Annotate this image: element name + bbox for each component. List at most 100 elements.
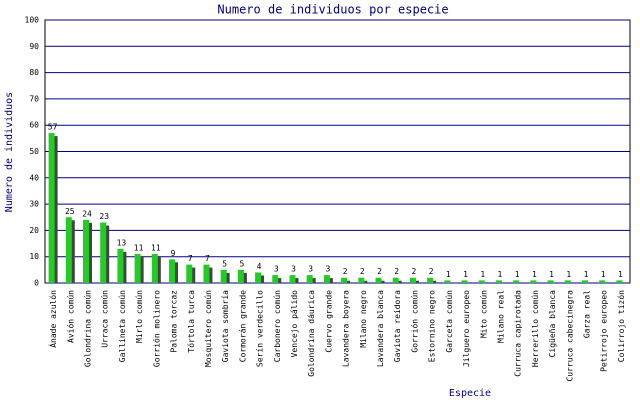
bar bbox=[530, 280, 537, 283]
value-label: 57 bbox=[48, 123, 58, 132]
bar-shadow bbox=[396, 280, 402, 283]
chart-title: Numero de individuos por especie bbox=[217, 3, 448, 17]
bar-shadow bbox=[431, 280, 437, 283]
x-tick-label: Lavandera boyera bbox=[342, 290, 351, 367]
value-label: 2 bbox=[412, 267, 417, 276]
bar bbox=[100, 222, 107, 283]
value-label: 9 bbox=[171, 249, 176, 258]
x-tick-label: Petirrojo europeo bbox=[600, 290, 609, 372]
value-label: 1 bbox=[566, 270, 571, 279]
bar bbox=[83, 219, 90, 283]
bar-shadow bbox=[379, 280, 385, 283]
bar bbox=[289, 275, 296, 283]
bar-shadow bbox=[190, 267, 196, 283]
x-tick-label: Cormorán grande bbox=[238, 290, 247, 362]
bar bbox=[616, 280, 623, 283]
bar bbox=[409, 277, 416, 283]
value-label: 24 bbox=[82, 209, 92, 218]
x-tick-label: Vencejo pálido bbox=[290, 290, 299, 358]
bar bbox=[65, 217, 72, 283]
bar bbox=[564, 280, 571, 283]
y-tick-label: 90 bbox=[29, 42, 39, 51]
bar-shadow bbox=[345, 280, 351, 283]
bar bbox=[151, 254, 158, 283]
y-tick-label: 30 bbox=[29, 200, 39, 209]
x-tick-label: Gallineta común bbox=[118, 290, 127, 362]
x-tick-label: Gaviota sombría bbox=[221, 290, 230, 362]
value-label: 3 bbox=[325, 265, 330, 274]
y-tick-label: 40 bbox=[29, 173, 39, 182]
bar-shadow bbox=[327, 278, 333, 283]
value-label: 1 bbox=[618, 270, 623, 279]
x-tick-label: Serín verdecillo bbox=[256, 290, 265, 367]
x-tick-label: Milano negro bbox=[359, 290, 368, 348]
x-tick-label: Golondrina común bbox=[84, 290, 93, 367]
value-label: 1 bbox=[480, 270, 485, 279]
bar-shadow bbox=[207, 267, 213, 283]
x-tick-label: Paloma torcaz bbox=[170, 290, 179, 353]
bar bbox=[444, 280, 451, 283]
y-tick-label: 20 bbox=[29, 226, 39, 235]
bar bbox=[203, 264, 210, 283]
y-tick-label: 60 bbox=[29, 121, 39, 130]
bar bbox=[306, 275, 313, 283]
bar-shadow bbox=[173, 262, 179, 283]
x-tick-label: Gorrión molinero bbox=[151, 290, 161, 367]
bar bbox=[513, 280, 520, 283]
bar-shadow bbox=[241, 272, 247, 283]
bar-shadow bbox=[310, 278, 316, 283]
x-tick-label: Curruca cabecinegra bbox=[565, 290, 574, 382]
x-tick-label: Lavandera blanca bbox=[376, 290, 385, 367]
x-axis-title: Especie bbox=[449, 388, 491, 399]
y-tick-label: 10 bbox=[29, 252, 39, 261]
x-tick-label: Garceta común bbox=[445, 290, 454, 353]
bar bbox=[117, 248, 124, 283]
bar bbox=[547, 280, 554, 283]
bar-shadow bbox=[104, 225, 110, 283]
bar bbox=[323, 275, 330, 283]
x-tick-label: Gorrión común bbox=[409, 290, 419, 353]
bar-shadow bbox=[87, 222, 93, 283]
bar-shadow bbox=[259, 275, 265, 283]
value-label: 3 bbox=[291, 265, 296, 274]
value-label: 7 bbox=[188, 254, 193, 263]
value-label: 1 bbox=[498, 270, 503, 279]
x-tick-label: Cuervo grande bbox=[324, 290, 333, 353]
x-tick-label: Jilguero europeo bbox=[462, 290, 471, 367]
bar bbox=[581, 280, 588, 283]
bar bbox=[495, 280, 502, 283]
bar bbox=[599, 280, 606, 283]
x-tick-label: Urraca común bbox=[101, 290, 110, 348]
x-tick-label: Gaviota reidora bbox=[393, 290, 402, 362]
x-tick-label: Mirlo común bbox=[135, 290, 144, 343]
value-label: 1 bbox=[446, 270, 451, 279]
value-label: 13 bbox=[117, 238, 127, 247]
x-tick-label: Colirrojo tizón bbox=[616, 290, 626, 362]
x-tick-label: Cigüeña blanca bbox=[548, 290, 557, 358]
bar-shadow bbox=[69, 220, 75, 283]
x-tick-label: Carbonero común bbox=[273, 290, 282, 362]
value-label: 1 bbox=[463, 270, 468, 279]
bar-shadow bbox=[224, 272, 230, 283]
value-label: 2 bbox=[394, 267, 399, 276]
bar-shadow bbox=[52, 136, 58, 283]
value-label: 3 bbox=[274, 265, 279, 274]
bar-shadow bbox=[413, 280, 419, 283]
bar bbox=[461, 280, 468, 283]
value-label: 2 bbox=[429, 267, 434, 276]
value-label: 2 bbox=[360, 267, 365, 276]
value-label: 1 bbox=[532, 270, 537, 279]
value-label: 1 bbox=[549, 270, 554, 279]
value-label: 11 bbox=[151, 244, 161, 253]
x-tick-label: Tórtola turca bbox=[186, 290, 196, 353]
bar-shadow bbox=[276, 278, 282, 283]
value-label: 3 bbox=[308, 265, 313, 274]
x-tick-label: Estornino negro bbox=[428, 290, 437, 362]
x-tick-label: Avión común bbox=[65, 290, 75, 343]
x-tick-label: Ánade azulón bbox=[47, 290, 58, 348]
y-tick-label: 80 bbox=[29, 68, 39, 77]
x-tick-label: Mosquitero común bbox=[204, 290, 213, 367]
value-label: 5 bbox=[222, 259, 227, 268]
value-label: 1 bbox=[584, 270, 589, 279]
bar bbox=[220, 269, 227, 283]
